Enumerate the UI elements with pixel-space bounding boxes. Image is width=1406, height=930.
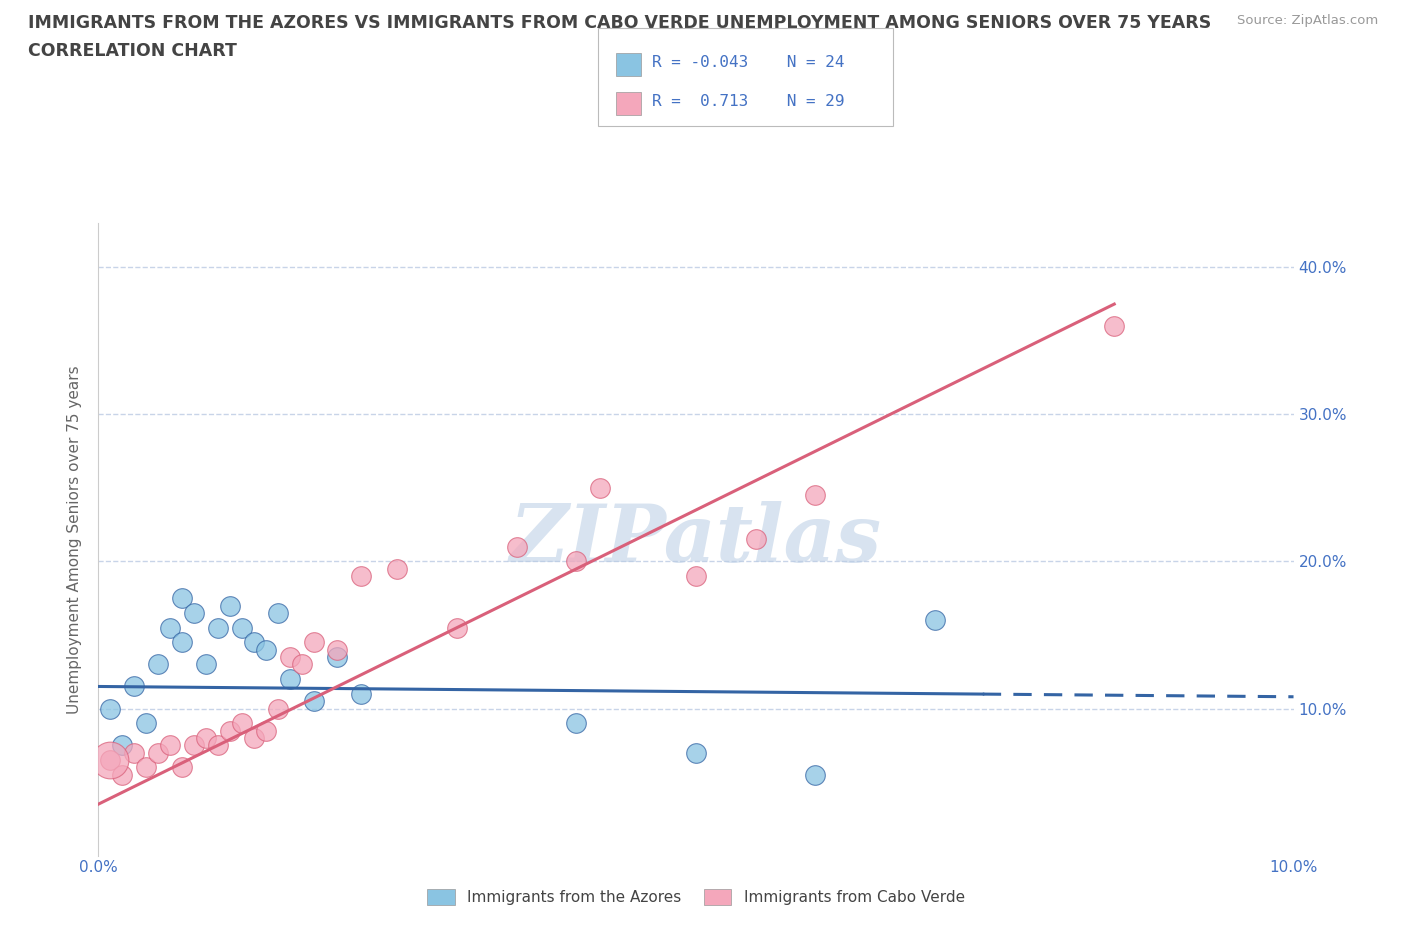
Text: CORRELATION CHART: CORRELATION CHART: [28, 42, 238, 60]
Point: [135, 716, 157, 731]
Point: [219, 724, 242, 738]
Point: [195, 730, 218, 745]
Point: [159, 620, 181, 635]
Point: [685, 745, 707, 760]
Point: [159, 737, 181, 752]
Point: [100, 701, 122, 716]
Point: [148, 745, 170, 760]
Text: Source: ZipAtlas.com: Source: ZipAtlas.com: [1237, 14, 1378, 27]
Point: [267, 605, 290, 620]
Point: [350, 686, 373, 701]
Point: [183, 737, 205, 752]
Point: [148, 657, 170, 671]
Text: IMMIGRANTS FROM THE AZORES VS IMMIGRANTS FROM CABO VERDE UNEMPLOYMENT AMONG SENI: IMMIGRANTS FROM THE AZORES VS IMMIGRANTS…: [28, 14, 1212, 32]
Point: [135, 760, 157, 775]
Point: [446, 620, 468, 635]
Point: [172, 760, 194, 775]
Point: [291, 657, 314, 671]
Point: [804, 488, 827, 503]
Point: [326, 643, 349, 658]
Point: [195, 657, 218, 671]
Point: [231, 716, 253, 731]
Point: [100, 752, 122, 767]
Point: [100, 752, 122, 767]
Point: [589, 481, 612, 496]
Point: [685, 569, 707, 584]
Point: [302, 635, 325, 650]
Point: [326, 650, 349, 665]
Point: [207, 620, 229, 635]
Point: [804, 767, 827, 782]
Point: [231, 620, 253, 635]
Point: [124, 679, 146, 694]
Point: [183, 605, 205, 620]
Point: [1104, 319, 1126, 334]
Point: [278, 650, 301, 665]
Point: [219, 598, 242, 613]
Point: [243, 635, 266, 650]
Point: [745, 532, 768, 547]
Point: [302, 694, 325, 709]
Text: ZIPatlas: ZIPatlas: [510, 500, 882, 578]
Legend: Immigrants from the Azores, Immigrants from Cabo Verde: Immigrants from the Azores, Immigrants f…: [420, 883, 972, 911]
Point: [278, 671, 301, 686]
Text: R =  0.713    N = 29: R = 0.713 N = 29: [652, 94, 845, 109]
Point: [565, 554, 588, 569]
Point: [172, 635, 194, 650]
Text: R = -0.043    N = 24: R = -0.043 N = 24: [652, 55, 845, 70]
Point: [924, 613, 946, 628]
Point: [254, 724, 277, 738]
Point: [111, 767, 134, 782]
Point: [124, 745, 146, 760]
Point: [565, 716, 588, 731]
Point: [385, 562, 409, 577]
Point: [207, 737, 229, 752]
Point: [506, 539, 529, 554]
Point: [350, 569, 373, 584]
Point: [267, 701, 290, 716]
Point: [111, 737, 134, 752]
Point: [254, 643, 277, 658]
Point: [172, 591, 194, 605]
Y-axis label: Unemployment Among Seniors over 75 years: Unemployment Among Seniors over 75 years: [67, 365, 83, 713]
Point: [243, 730, 266, 745]
